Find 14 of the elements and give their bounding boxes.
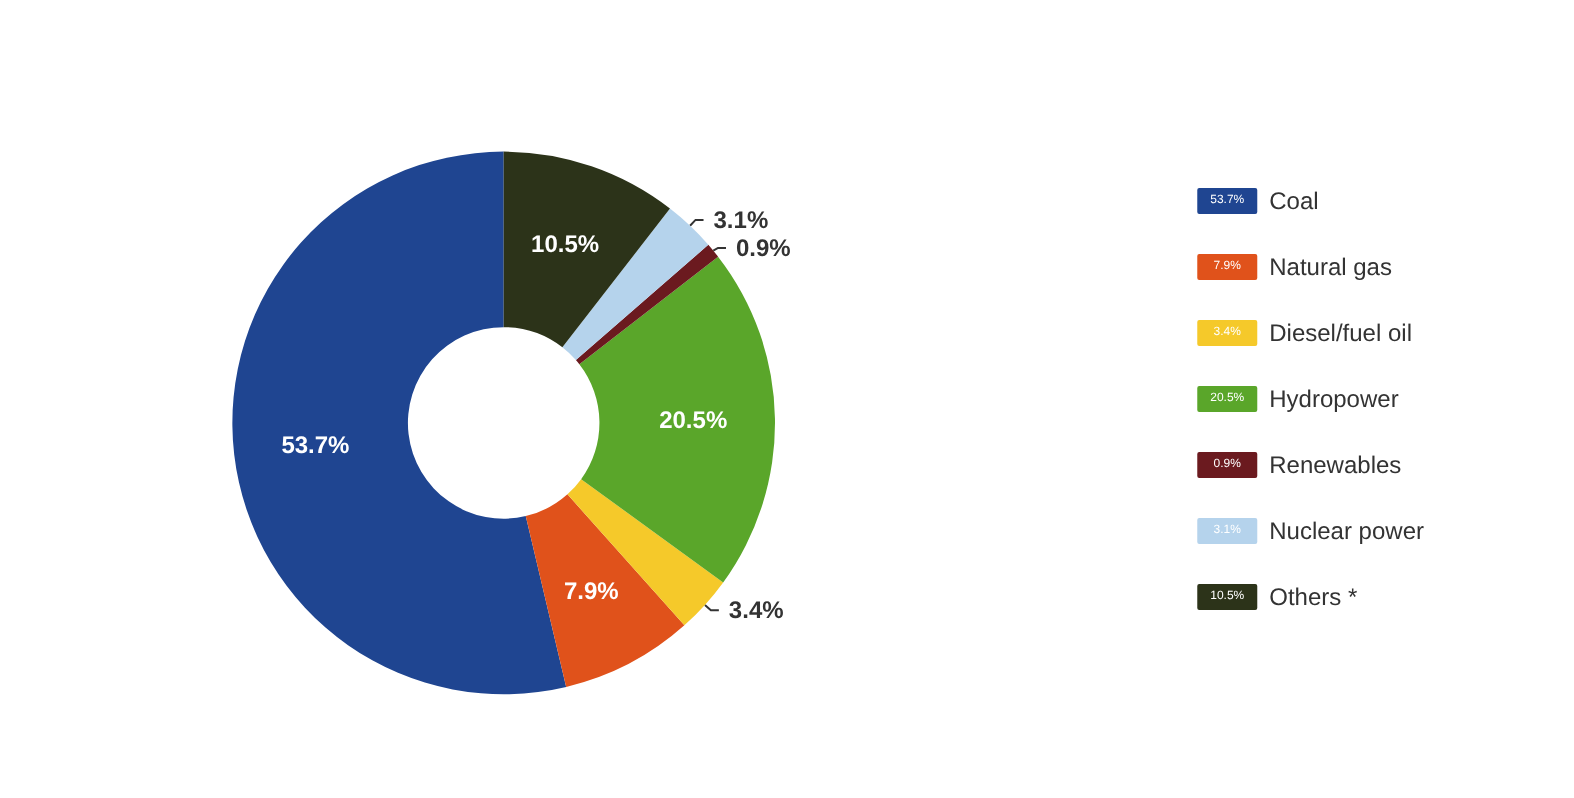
data-label: 3.1%	[713, 205, 769, 234]
legend-label: Natural gas	[1269, 253, 1393, 281]
data-label: 0.9%	[735, 233, 792, 262]
legend-label: Nuclear power	[1269, 517, 1425, 545]
data-label: 10.5%	[531, 229, 600, 258]
data-label: 7.9%	[563, 577, 620, 605]
data-label: 53.7%	[281, 430, 351, 459]
legend-label: Renewables	[1269, 451, 1402, 479]
data-label: 20.5%	[659, 405, 728, 434]
legend-label: Hydropower	[1269, 385, 1399, 413]
legend-label: Coal	[1269, 187, 1319, 215]
legend-label: Diesel/fuel oil	[1269, 319, 1413, 347]
legend-label: Others *	[1269, 583, 1358, 611]
data-label: 3.4%	[728, 596, 785, 625]
